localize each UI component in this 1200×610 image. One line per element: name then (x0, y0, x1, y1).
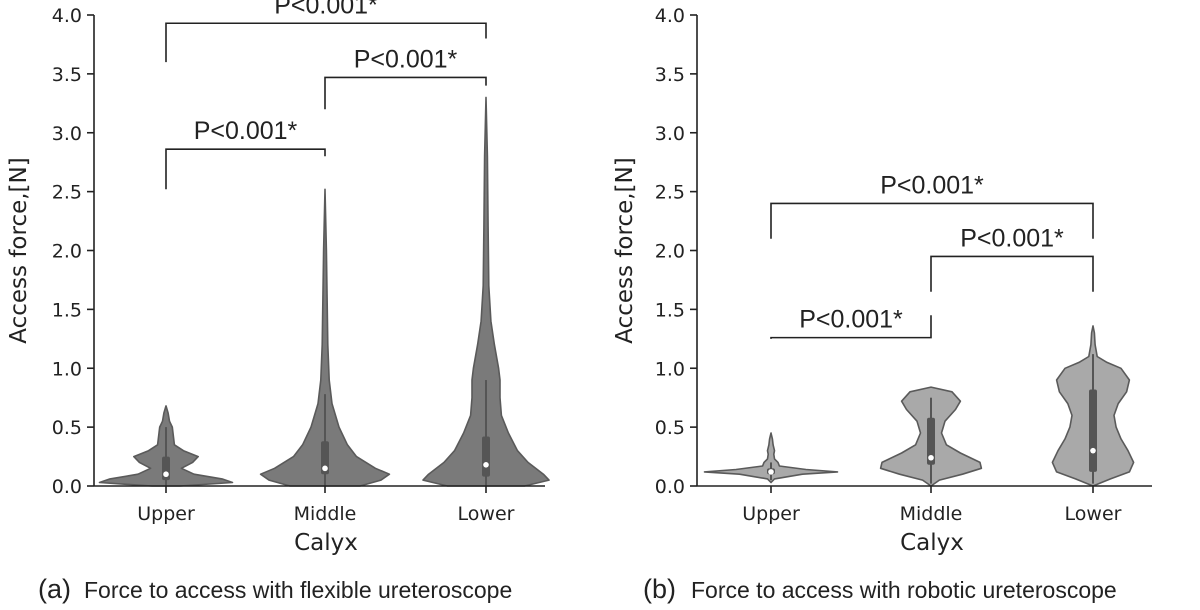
bracket-upper-middle (770, 315, 932, 339)
violin-upper (703, 432, 839, 484)
median-point-middle (928, 454, 934, 461)
x-axis-title: Calyx (900, 530, 964, 556)
y-tick-label: 0.5 (655, 417, 685, 439)
iqr-box-lower (482, 436, 490, 477)
p-value-label: P<0.001* (880, 171, 984, 199)
significance-brackets: P<0.001* P<0.001* P<0.001* (165, 0, 487, 190)
bracket-middle-lower (324, 76, 487, 110)
x-tick-label-upper: Upper (137, 503, 195, 525)
violins (98, 96, 550, 487)
y-axis-title: Access force,[N] (6, 157, 32, 343)
violin-lower (422, 96, 550, 487)
bracket-upper-middle (165, 148, 326, 190)
violin-middle (259, 188, 391, 487)
violins (703, 325, 1135, 487)
x-tick-label-upper: Upper (742, 503, 800, 525)
y-tick-label: 4.0 (52, 5, 82, 27)
p-value-label: P<0.001* (354, 45, 458, 73)
y-tick-label: 1.0 (655, 358, 685, 380)
y-tick-label: 1.5 (52, 299, 82, 321)
x-axis-title: Calyx (294, 530, 358, 556)
y-tick-label: 2.5 (655, 182, 685, 204)
bracket-middle-lower (930, 255, 1094, 292)
significance-brackets: P<0.001* P<0.001* P<0.001* (770, 171, 1094, 339)
bracket-upper-lower (770, 202, 1094, 239)
y-tick-label: 2.0 (52, 241, 82, 263)
y-tick-label: 3.0 (655, 123, 685, 145)
y-tick-label: 2.5 (52, 182, 82, 204)
panel-flexible-ureteroscope: 0.00.51.01.52.02.53.03.54.0 P<0.001*P<0.… (6, 0, 550, 604)
y-tick-label: 1.0 (52, 358, 82, 380)
x-tick-label-lower: Lower (1065, 503, 1122, 525)
y-axis-ticks: 0.0 0.5 1.0 1.5 2.0 2.5 3.0 3.5 4.0 (655, 5, 697, 498)
x-tick-label-middle: Middle (294, 503, 357, 525)
median-point-middle (322, 465, 328, 472)
p-value-label: P<0.001* (194, 117, 298, 145)
y-tick-label: 1.5 (655, 299, 685, 321)
median-point-upper (163, 471, 169, 478)
p-value-label: P<0.001* (799, 306, 903, 334)
x-tick-label-middle: Middle (900, 503, 963, 525)
iqr-box-middle (927, 417, 935, 465)
y-tick-label: 2.0 (655, 241, 685, 263)
y-tick-label: 0.0 (655, 476, 685, 498)
x-axis-ticks: Upper Middle Lower (137, 486, 515, 525)
y-tick-label: 3.0 (52, 123, 82, 145)
iqr-box-middle (321, 441, 329, 475)
panel-letter: (a) (38, 574, 71, 604)
x-tick-label-lower: Lower (458, 503, 515, 525)
y-tick-label: 0.0 (52, 476, 82, 498)
y-tick-label: 3.5 (52, 64, 82, 86)
panel-letter: (b) (643, 574, 676, 604)
median-point-upper (768, 469, 774, 475)
y-tick-label: 3.5 (655, 64, 685, 86)
y-axis-ticks: 0.0 0.5 1.0 1.5 2.0 2.5 3.0 3.5 4.0 (52, 5, 94, 498)
y-axis-title: Access force,[N] (612, 157, 638, 343)
panel-robotic-ureteroscope: 0.00.51.01.52.02.53.03.54.0 P<0.001*P<0.… (612, 5, 1152, 604)
panel-caption: Force to access with robotic ureteroscop… (691, 577, 1117, 603)
bracket-upper-lower (165, 22, 487, 63)
panel-caption: Force to access with flexible ureterosco… (84, 577, 512, 603)
median-point-lower (483, 462, 489, 468)
x-axis-ticks: Upper Middle Lower (742, 486, 1122, 525)
p-value-label: P<0.001* (274, 0, 378, 19)
iqr-box-lower (1089, 389, 1097, 472)
y-tick-label: 0.5 (52, 417, 82, 439)
p-value-label: P<0.001* (960, 224, 1064, 252)
y-tick-label: 4.0 (655, 5, 685, 27)
median-point-lower (1090, 447, 1096, 454)
